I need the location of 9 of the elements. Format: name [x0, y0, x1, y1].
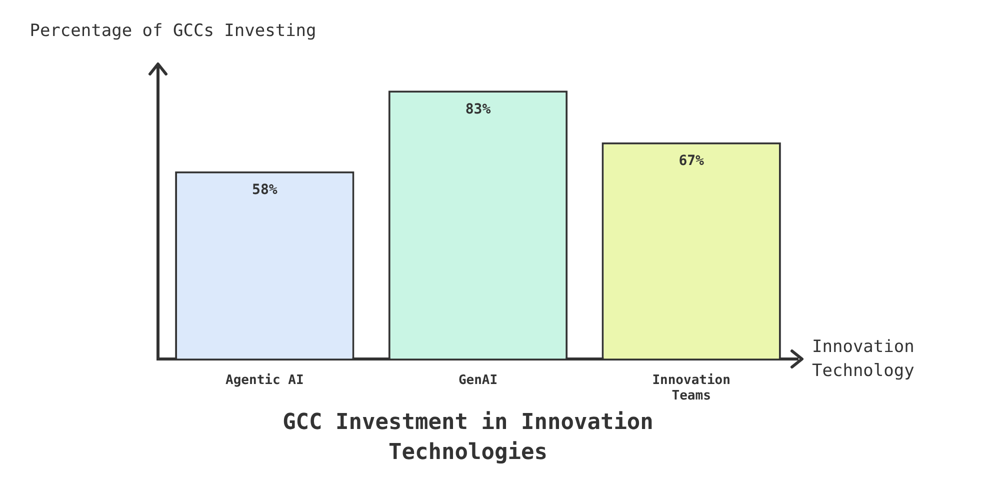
data-label: 58% — [252, 182, 278, 198]
text: GCC Investment in Innovation Technologies — [282, 409, 654, 467]
x-axis-title: Innovation Technology — [812, 336, 916, 383]
y-axis-title: Percentage of GCCs Investing — [28, 20, 318, 42]
data-label: 67% — [678, 152, 705, 169]
x-tick-label: Agentic AI — [226, 372, 304, 388]
data-label: 83% — [465, 101, 492, 118]
x-tick-label: Innovation Teams — [652, 372, 730, 404]
x-tick-label: GenAI — [458, 372, 498, 388]
